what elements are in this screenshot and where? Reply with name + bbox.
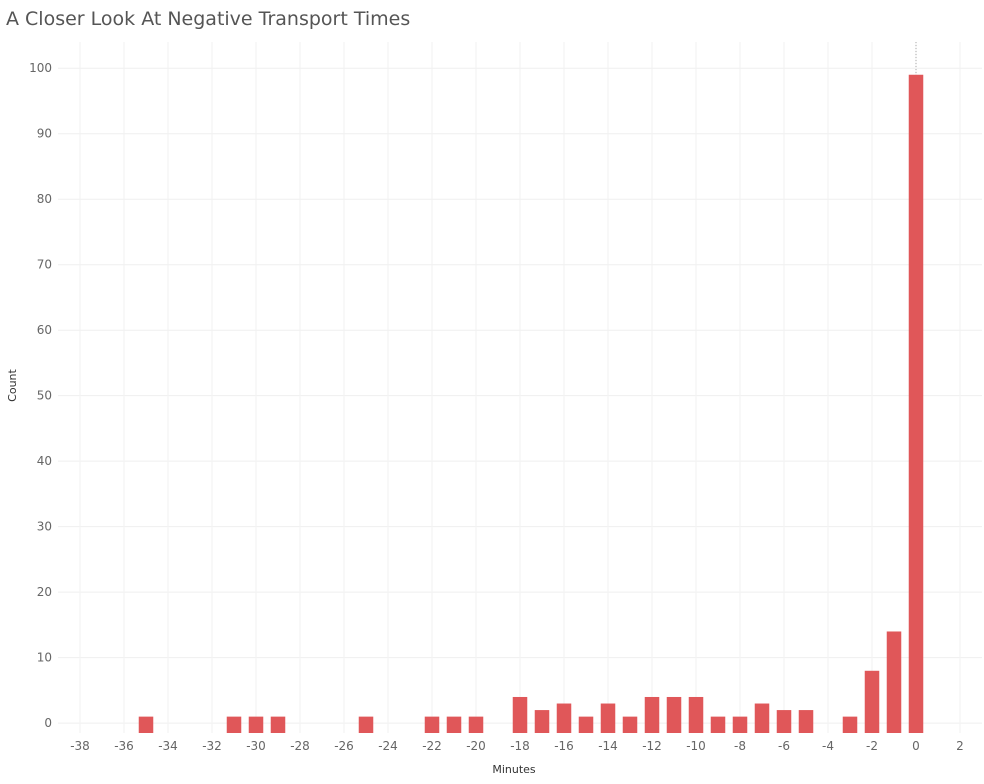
bar[interactable] bbox=[138, 716, 154, 733]
x-axis-label: Minutes bbox=[492, 763, 536, 776]
bar[interactable] bbox=[270, 716, 286, 733]
y-tick-label: 100 bbox=[29, 61, 52, 75]
bar[interactable] bbox=[710, 716, 726, 733]
x-tick-label: -20 bbox=[466, 739, 486, 753]
y-tick-label: 80 bbox=[37, 192, 52, 206]
bar[interactable] bbox=[248, 716, 264, 733]
bar[interactable] bbox=[798, 710, 814, 733]
x-tick-label: -22 bbox=[422, 739, 442, 753]
bar[interactable] bbox=[622, 716, 638, 733]
x-tick-label: -16 bbox=[554, 739, 574, 753]
bar[interactable] bbox=[666, 696, 682, 733]
x-tick-label: -36 bbox=[114, 739, 134, 753]
x-tick-label: -28 bbox=[290, 739, 310, 753]
y-tick-label: 70 bbox=[37, 258, 52, 272]
y-axis-label: Count bbox=[6, 368, 19, 401]
y-tick-label: 10 bbox=[37, 651, 52, 665]
x-tick-label: -38 bbox=[70, 739, 90, 753]
bar[interactable] bbox=[864, 670, 880, 733]
bar[interactable] bbox=[578, 716, 594, 733]
bar[interactable] bbox=[512, 696, 528, 733]
bar[interactable] bbox=[688, 696, 704, 733]
x-tick-label: -18 bbox=[510, 739, 530, 753]
x-tick-labels: -38 -36 -34 -32 -30 -28 -26 -24 -22 -20 -18 -16 -14-… bbox=[70, 739, 964, 753]
bar[interactable] bbox=[468, 716, 484, 733]
bar[interactable] bbox=[358, 716, 374, 733]
x-tick-label: -34 bbox=[158, 739, 178, 753]
bar[interactable] bbox=[600, 703, 616, 733]
y-tick-label: 90 bbox=[37, 127, 52, 141]
bar[interactable] bbox=[908, 74, 924, 733]
y-tick-label: 40 bbox=[37, 454, 52, 468]
bar[interactable] bbox=[842, 716, 858, 733]
x-tick-label: -2 bbox=[866, 739, 878, 753]
bar[interactable] bbox=[446, 716, 462, 733]
x-tick-label: 0 bbox=[912, 739, 920, 753]
x-tick-label: -32 bbox=[202, 739, 222, 753]
x-tick-label: 2 bbox=[956, 739, 964, 753]
chart-title: A Closer Look At Negative Transport Time… bbox=[6, 8, 411, 30]
x-tick-label: -24 bbox=[378, 739, 398, 753]
bar[interactable] bbox=[732, 716, 748, 733]
bar[interactable] bbox=[534, 710, 550, 733]
y-tick-labels: 0 10 20 30 40 50 60 70 80 90 100 bbox=[29, 61, 52, 730]
x-tick-label: -10 bbox=[686, 739, 706, 753]
bar[interactable] bbox=[754, 703, 770, 733]
bar[interactable] bbox=[424, 716, 440, 733]
x-tick-label: -8 bbox=[734, 739, 746, 753]
bar[interactable] bbox=[556, 703, 572, 733]
y-tick-label: 60 bbox=[37, 323, 52, 337]
x-tick-label: -4 bbox=[822, 739, 834, 753]
y-tick-label: 20 bbox=[37, 585, 52, 599]
y-tick-label: 50 bbox=[37, 389, 52, 403]
bar[interactable] bbox=[226, 716, 242, 733]
x-tick-label: -6 bbox=[778, 739, 790, 753]
bar[interactable] bbox=[886, 631, 902, 733]
grid-lines bbox=[58, 42, 982, 733]
bar[interactable] bbox=[776, 710, 792, 733]
y-tick-label: 0 bbox=[44, 716, 52, 730]
x-tick-label: -30 bbox=[246, 739, 266, 753]
x-tick-label: -26 bbox=[334, 739, 354, 753]
bars bbox=[138, 74, 924, 733]
x-tick-label: -12 bbox=[642, 739, 662, 753]
x-tick-label: -14 bbox=[598, 739, 618, 753]
y-tick-label: 30 bbox=[37, 520, 52, 534]
bar[interactable] bbox=[644, 696, 660, 733]
